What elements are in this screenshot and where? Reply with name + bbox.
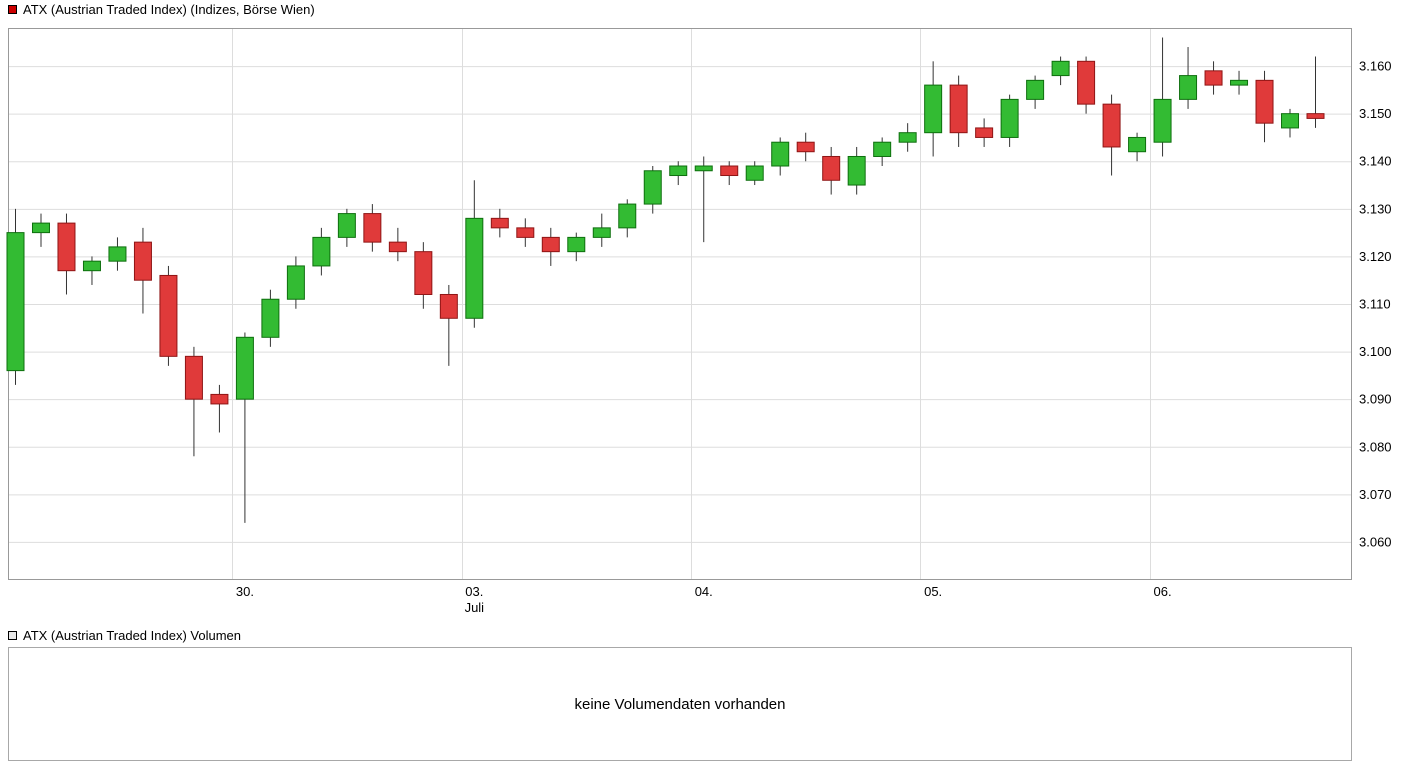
volume-empty-message: keine Volumendaten vorhanden xyxy=(574,695,786,713)
svg-text:30.: 30. xyxy=(236,584,254,599)
svg-text:3.060: 3.060 xyxy=(1359,534,1392,549)
volume-chart-header: ATX (Austrian Traded Index) Volumen xyxy=(8,628,241,643)
svg-text:3.130: 3.130 xyxy=(1359,201,1392,216)
svg-text:3.110: 3.110 xyxy=(1359,297,1391,312)
candlestick-legend-icon xyxy=(8,5,17,14)
price-chart-header: ATX (Austrian Traded Index) (Indizes, Bö… xyxy=(8,2,315,17)
svg-text:3.160: 3.160 xyxy=(1359,59,1392,74)
price-chart-title: ATX (Austrian Traded Index) (Indizes, Bö… xyxy=(23,2,315,17)
grid-lines xyxy=(8,28,1352,580)
svg-text:06.: 06. xyxy=(1154,584,1172,599)
x-axis-labels: 30. 03.Juli 04. 05. 06. xyxy=(236,584,1172,615)
price-candlestick-chart: 3.160 3.150 3.140 3.130 3.120 3.110 3.100 3.090… xyxy=(6,28,1392,615)
svg-text:Juli: Juli xyxy=(465,600,485,615)
svg-text:3.140: 3.140 xyxy=(1359,154,1392,169)
volume-legend-icon xyxy=(8,631,17,640)
svg-text:3.070: 3.070 xyxy=(1359,487,1392,502)
svg-text:05.: 05. xyxy=(924,584,942,599)
candles xyxy=(6,37,1325,523)
volume-chart-title: ATX (Austrian Traded Index) Volumen xyxy=(23,628,241,643)
svg-text:3.120: 3.120 xyxy=(1359,249,1392,264)
y-axis-labels: 3.160 3.150 3.140 3.130 3.120 3.110 3.100 3.090… xyxy=(1359,59,1392,550)
svg-text:3.090: 3.090 xyxy=(1359,392,1392,407)
svg-text:3.100: 3.100 xyxy=(1359,344,1392,359)
volume-panel: keine Volumendaten vorhanden xyxy=(8,647,1352,761)
svg-text:03.: 03. xyxy=(465,584,483,599)
svg-text:04.: 04. xyxy=(695,584,713,599)
svg-text:3.150: 3.150 xyxy=(1359,106,1392,121)
svg-text:3.080: 3.080 xyxy=(1359,439,1392,454)
